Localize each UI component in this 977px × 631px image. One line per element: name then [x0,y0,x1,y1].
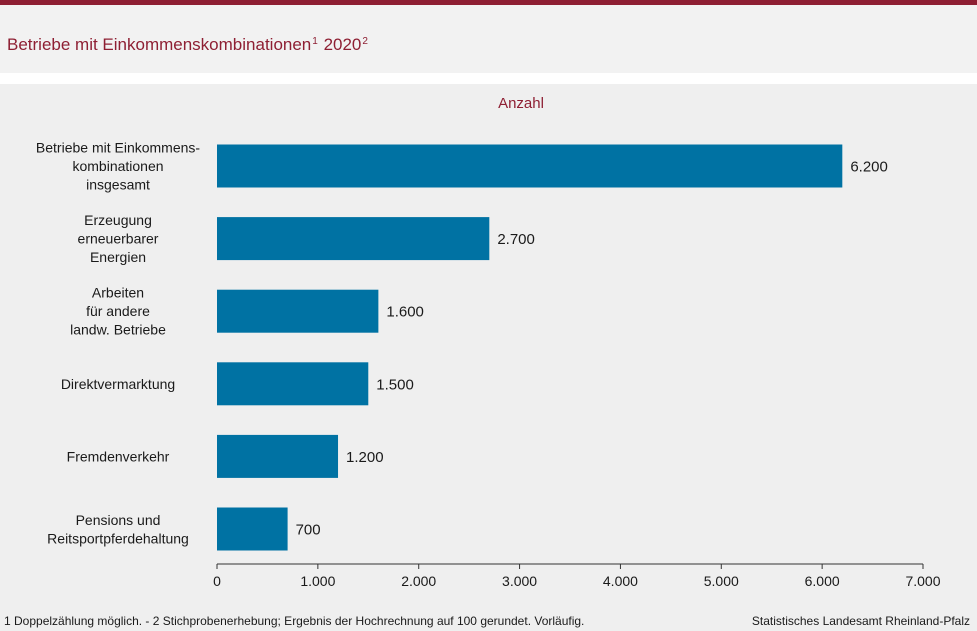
category-label-line: insgesamt [86,177,150,193]
category-label-line: Pensions und [76,512,161,528]
category-label-line: Energien [90,249,146,265]
category-label-1: Erzeugung erneuerbarer Energien [78,212,159,265]
category-label-line: Fremdenverkehr [67,448,170,464]
value-label-1: 2.700 [497,231,535,248]
category-label-line: erneuerbarer [78,231,159,247]
chart-title-year: 2020 [323,35,362,54]
separator-band [0,73,977,84]
footnote-ref-1: 1 [312,36,318,47]
category-label-line: Betriebe mit Einkommens- [36,140,201,156]
bar-chart: Anzahl 6.200 Betriebe mit Einkommens-kombi… [36,95,941,589]
top-accent-bar [0,0,977,5]
category-label-line: kombinationen [72,158,163,174]
category-label-3: Direktvermarktung [61,376,175,392]
bar-0 [217,144,843,188]
value-label-0: 6.200 [850,159,888,176]
chart-title-text: Betriebe mit Einkommenskombinationen [7,35,312,54]
bar-5 [217,507,288,551]
x-tick-label-0: 0 [213,573,221,589]
category-label-5: Pensions und Reitsportpferdehaltung [47,512,189,547]
value-label-4: 1.200 [346,449,384,466]
value-label-2: 1.600 [386,304,424,321]
value-label-3: 1.500 [376,376,414,393]
value-label-5: 700 [296,522,321,539]
x-tick-label-5: 5.000 [704,573,739,589]
title-band: Betriebe mit Einkommenskombinationen1 20… [0,5,977,73]
chart-subtitle: Anzahl [498,95,544,112]
x-tick-label-7: 7.000 [905,573,940,589]
category-label-line: Erzeugung [84,212,152,228]
x-tick-label-6: 6.000 [805,573,840,589]
source-text: Statistisches Landesamt Rheinland-Pfalz [751,614,970,628]
x-tick-label-3: 3.000 [502,573,537,589]
bar-3 [217,362,369,406]
bar-4 [217,434,339,478]
footnote-ref-2: 2 [362,36,368,47]
category-label-line: Reitsportpferdehaltung [47,530,189,546]
x-tick-label-1: 1.000 [300,573,335,589]
category-label-2: Arbeiten für andere landw. Betriebe [70,285,166,338]
footnote-text: 1 Doppelzählung möglich. - 2 Stichproben… [4,614,585,628]
bar-2 [217,289,379,333]
bar-1 [217,217,490,261]
x-tick-label-2: 2.000 [401,573,436,589]
category-label-line: Arbeiten [92,285,144,301]
category-label-line: Direktvermarktung [61,376,175,392]
category-label-line: landw. Betriebe [70,322,166,338]
chart-title: Betriebe mit Einkommenskombinationen1 20… [7,35,369,55]
category-label-4: Fremdenverkehr [67,448,170,464]
x-tick-label-4: 4.000 [603,573,638,589]
category-label-0: Betriebe mit Einkommens-kombinationen ins… [36,140,201,193]
category-label-line: für andere [86,303,150,319]
